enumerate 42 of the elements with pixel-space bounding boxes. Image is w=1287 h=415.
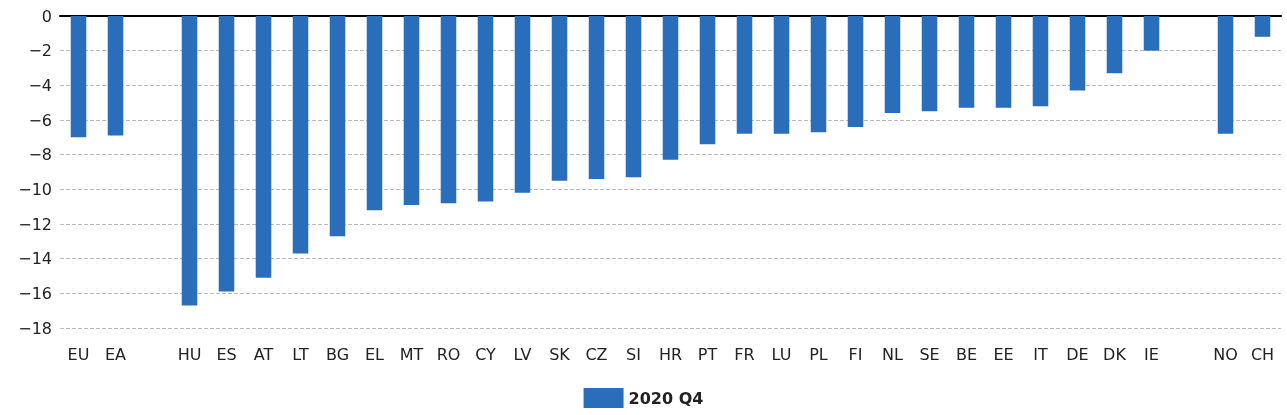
y-tick-label: 0 [41,6,52,26]
y-tick-label: −6 [28,110,52,130]
x-tick-label: DE [1066,344,1089,364]
x-tick-label: NO [1213,344,1238,364]
x-tick-label: FR [734,344,755,364]
x-tick-label: HR [658,344,683,364]
x-tick-label: EA [104,344,127,364]
y-tick-label: −2 [28,41,52,61]
x-tick-label: RO [436,344,461,364]
x-tick-label: NL [882,344,904,364]
y-tick-label: −12 [18,214,52,234]
x-tick-label: EE [993,344,1014,364]
y-tick-label: −16 [18,283,52,303]
x-tick-label: IT [1033,344,1048,364]
y-tick-label: −18 [18,318,52,338]
x-tick-label: AT [253,344,274,364]
x-tick-label: SK [549,344,571,364]
x-tick-label: FI [848,344,863,364]
x-tick-label: MT [399,344,424,364]
y-tick-label: −10 [18,179,52,199]
x-tick-label: ES [216,344,237,364]
x-tick-label: LV [513,344,532,364]
x-tick-label: LT [292,344,309,364]
y-tick-label: −8 [28,145,52,165]
x-tick-label: PT [697,344,718,364]
x-tick-label: CY [475,344,497,364]
x-tick-label: HU [177,344,202,364]
x-tick-label: IE [1144,344,1159,364]
x-tick-label: BE [955,344,978,364]
x-tick-label: DK [1103,344,1127,364]
x-tick-label: SI [626,344,641,364]
x-tick-label: PL [809,344,828,364]
x-tick-label: EU [67,344,90,364]
x-tick-label: EL [364,344,385,364]
x-tick-label: CZ [585,344,608,364]
x-tick-label: CH [1250,344,1275,364]
x-tick-label: BG [325,344,350,364]
y-tick-label: −14 [18,249,52,269]
legend-label: 2020 Q4 [628,388,704,408]
x-tick-label: LU [771,344,792,364]
y-tick-label: −4 [28,75,52,95]
x-tick-label: SE [919,344,940,364]
